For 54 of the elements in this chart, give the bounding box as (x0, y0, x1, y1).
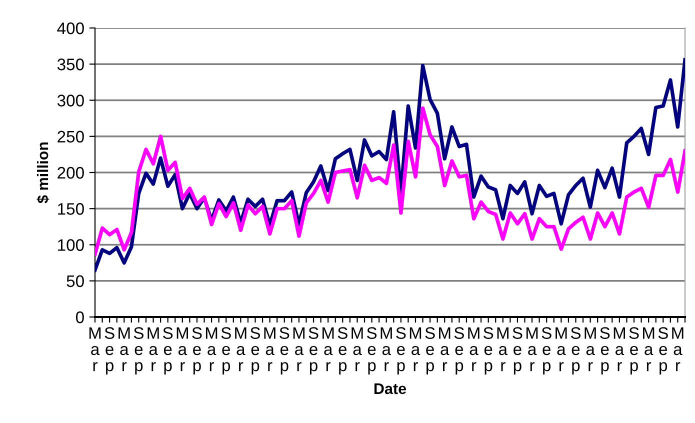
x-tick-label: Sep (192, 327, 202, 375)
x-tick-label: Sep (366, 327, 377, 375)
y-tick-label: 0 (76, 311, 84, 324)
x-tick-label: Mar (352, 327, 363, 372)
x-tick-label: Mar (410, 327, 422, 372)
x-tick-label: Sep (600, 327, 610, 375)
y-tick-label: 250 (58, 130, 84, 143)
x-tick-label: Sep (570, 327, 581, 375)
x-tick-label: Mar (322, 327, 334, 372)
x-tick-label: Mar (672, 327, 684, 372)
x-tick-label: Mar (89, 327, 101, 372)
y-tick-label: 200 (58, 166, 84, 179)
x-tick-label: Sep (308, 327, 318, 375)
x-tick-label: Sep (250, 327, 260, 375)
x-tick-label: Sep (134, 327, 144, 375)
y-tick-label: 400 (57, 22, 84, 34)
x-tick-label: Mar (614, 327, 626, 372)
x-tick-label: Sep (629, 327, 639, 375)
x-tick-label: Mar (380, 327, 392, 372)
x-tick-label: Mar (118, 327, 130, 372)
x-tick-label: Mar (526, 327, 538, 372)
x-tick-label: Mar (468, 327, 480, 372)
x-tick-label: Mar (264, 327, 276, 372)
x-tick-label: Mar (293, 327, 305, 372)
y-tick-label: 150 (58, 203, 84, 215)
x-tick-label: Mar (235, 327, 246, 372)
y-tick-label: 300 (57, 94, 84, 106)
x-tick-label: Sep (425, 327, 435, 375)
x-tick-label: Mar (206, 327, 218, 372)
x-tick-label: Mar (497, 327, 508, 372)
x-tick-label: Mar (176, 327, 188, 372)
x-tick-label: Sep (280, 327, 290, 375)
x-tick-label: Sep (484, 327, 494, 375)
x-tick-label: Mar (643, 327, 654, 372)
y-axis-title: $ million (36, 142, 50, 204)
y-tick-label: 100 (58, 239, 84, 251)
x-tick-label: Sep (221, 327, 231, 375)
x-axis-title: Date (374, 383, 406, 394)
y-tick-label: 50 (66, 275, 84, 288)
x-tick-label: Mar (439, 327, 450, 372)
line-series (95, 58, 685, 272)
x-tick-label: Sep (658, 327, 668, 375)
x-tick-label: Sep (338, 327, 348, 375)
x-tick-label: Sep (104, 327, 114, 375)
x-tick-label: Sep (454, 327, 464, 375)
x-tick-label: Mar (148, 327, 159, 372)
line-series (95, 106, 685, 256)
x-tick-label: Mar (584, 327, 596, 372)
x-tick-label: Mar (556, 327, 567, 372)
x-tick-label: Sep (396, 327, 406, 375)
x-tick-label: Sep (542, 327, 552, 375)
y-tick-label: 350 (57, 58, 84, 70)
x-tick-label: Sep (163, 327, 173, 375)
x-tick-label: Sep (512, 327, 522, 375)
